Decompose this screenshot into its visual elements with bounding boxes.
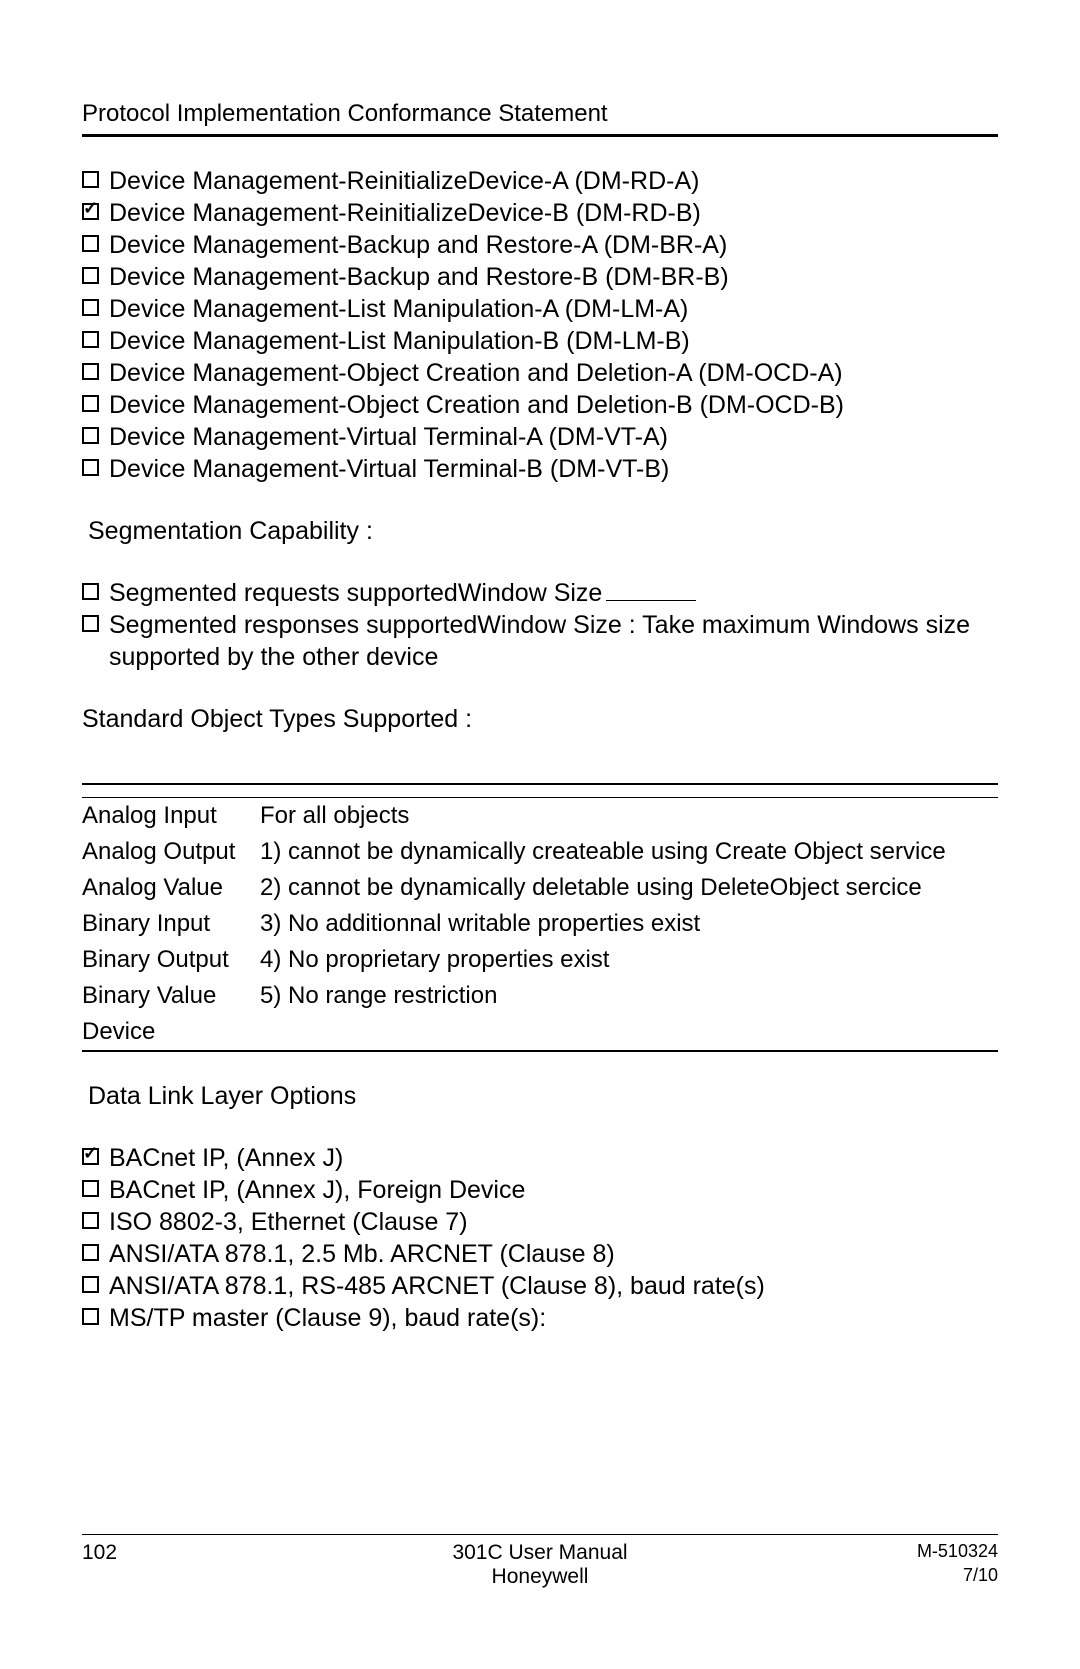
- list-item: Device Management-List Manipulation-A (D…: [82, 293, 998, 325]
- document-page: Protocol Implementation Conformance Stat…: [0, 0, 1080, 1669]
- checkbox-icon: [82, 395, 99, 412]
- checkbox-icon: [82, 459, 99, 476]
- object-types-table: Analog InputFor all objects Analog Outpu…: [82, 783, 998, 1052]
- list-item-label: Device Management-Object Creation and De…: [109, 357, 843, 389]
- footer-center-1: 301C User Manual: [202, 1541, 878, 1565]
- dll-heading: Data Link Layer Options: [88, 1080, 998, 1112]
- list-item-label: ISO 8802-3, Ethernet (Clause 7): [109, 1206, 468, 1238]
- list-item: BACnet IP, (Annex J): [82, 1142, 998, 1174]
- segmentation-heading: Segmentation Capability :: [88, 515, 998, 547]
- checkbox-icon: [82, 171, 99, 188]
- list-item: MS/TP master (Clause 9), baud rate(s):: [82, 1302, 998, 1334]
- list-item-label: Device Management-ReinitializeDevice-B (…: [109, 197, 701, 229]
- list-item-label: Device Management-Backup and Restore-B (…: [109, 261, 729, 293]
- checkbox-icon: [82, 583, 99, 600]
- list-item-label: Device Management-List Manipulation-B (D…: [109, 325, 690, 357]
- list-item-label: MS/TP master (Clause 9), baud rate(s):: [109, 1302, 546, 1334]
- table-cell: 5) No range restriction: [260, 978, 998, 1014]
- table-row: Analog InputFor all objects: [82, 798, 998, 834]
- dll-checkbox-list: BACnet IP, (Annex J) BACnet IP, (Annex J…: [82, 1142, 998, 1334]
- checkbox-icon: [82, 363, 99, 380]
- table-row: Analog Value2) cannot be dynamically del…: [82, 870, 998, 906]
- table-cell: For all objects: [260, 798, 998, 834]
- list-item-label: Segmented requests supportedWindow Size: [109, 577, 696, 609]
- checkbox-icon: [82, 1212, 99, 1229]
- list-item: Device Management-List Manipulation-B (D…: [82, 325, 998, 357]
- checkbox-icon: [82, 1180, 99, 1197]
- footer-right-2: 7/10: [878, 1565, 998, 1589]
- list-item-label: Device Management-Object Creation and De…: [109, 389, 844, 421]
- list-item: ANSI/ATA 878.1, RS-485 ARCNET (Clause 8)…: [82, 1270, 998, 1302]
- list-item-label: ANSI/ATA 878.1, RS-485 ARCNET (Clause 8)…: [109, 1270, 765, 1302]
- table-row: Binary Output4) No proprietary propertie…: [82, 942, 998, 978]
- list-item-label: Device Management-Virtual Terminal-B (DM…: [109, 453, 669, 485]
- checkbox-icon: [82, 203, 99, 220]
- checkbox-icon: [82, 1148, 99, 1165]
- table-cell: [260, 1014, 998, 1051]
- list-item: Device Management-Backup and Restore-A (…: [82, 229, 998, 261]
- list-item-label: Segmented responses supportedWindow Size…: [109, 609, 998, 673]
- table-cell: Binary Output: [82, 942, 260, 978]
- table-row: Device: [82, 1014, 998, 1051]
- checkbox-icon: [82, 267, 99, 284]
- blank-line: [606, 600, 696, 601]
- page-title: Protocol Implementation Conformance Stat…: [82, 100, 998, 137]
- list-item: Segmented requests supportedWindow Size: [82, 577, 998, 609]
- footer-center-2: Honeywell: [202, 1565, 878, 1589]
- list-item-label: Device Management-ReinitializeDevice-A (…: [109, 165, 699, 197]
- footer-page-number: 102: [82, 1541, 202, 1565]
- segmentation-list: Segmented requests supportedWindow Size …: [82, 577, 998, 673]
- checkbox-icon: [82, 615, 99, 632]
- table-row: Binary Value5) No range restriction: [82, 978, 998, 1014]
- checkbox-icon: [82, 1276, 99, 1293]
- list-item: Device Management-Backup and Restore-B (…: [82, 261, 998, 293]
- list-item-label: BACnet IP, (Annex J), Foreign Device: [109, 1174, 525, 1206]
- list-item-label: Device Management-Virtual Terminal-A (DM…: [109, 421, 668, 453]
- list-item: Device Management-Object Creation and De…: [82, 357, 998, 389]
- list-item-label: BACnet IP, (Annex J): [109, 1142, 343, 1174]
- table-cell: Analog Input: [82, 798, 260, 834]
- checkbox-icon: [82, 299, 99, 316]
- list-item-label: ANSI/ATA 878.1, 2.5 Mb. ARCNET (Clause 8…: [109, 1238, 615, 1270]
- table-cell: Device: [82, 1014, 260, 1051]
- std-obj-heading: Standard Object Types Supported :: [82, 703, 998, 735]
- list-item: Device Management-Virtual Terminal-A (DM…: [82, 421, 998, 453]
- table-row: Analog Output1) cannot be dynamically cr…: [82, 834, 998, 870]
- checkbox-icon: [82, 235, 99, 252]
- table-cell: 4) No proprietary properties exist: [260, 942, 998, 978]
- dm-checkbox-list: Device Management-ReinitializeDevice-A (…: [82, 165, 998, 485]
- list-item: Device Management-Object Creation and De…: [82, 389, 998, 421]
- table-cell: Analog Value: [82, 870, 260, 906]
- table-cell: Analog Output: [82, 834, 260, 870]
- checkbox-icon: [82, 331, 99, 348]
- list-item: Segmented responses supportedWindow Size…: [82, 609, 998, 673]
- list-item: Device Management-ReinitializeDevice-A (…: [82, 165, 998, 197]
- list-item: ISO 8802-3, Ethernet (Clause 7): [82, 1206, 998, 1238]
- page-footer: 102 301C User Manual M-510324 Honeywell …: [82, 1534, 998, 1589]
- table-row: Binary Input3) No additionnal writable p…: [82, 906, 998, 942]
- list-item-label: Device Management-Backup and Restore-A (…: [109, 229, 727, 261]
- checkbox-icon: [82, 1244, 99, 1261]
- list-item: ANSI/ATA 878.1, 2.5 Mb. ARCNET (Clause 8…: [82, 1238, 998, 1270]
- checkbox-icon: [82, 427, 99, 444]
- list-item: Device Management-ReinitializeDevice-B (…: [82, 197, 998, 229]
- list-item: BACnet IP, (Annex J), Foreign Device: [82, 1174, 998, 1206]
- footer-right-1: M-510324: [878, 1541, 998, 1565]
- table-cell: 3) No additionnal writable properties ex…: [260, 906, 998, 942]
- table-cell: 1) cannot be dynamically createable usin…: [260, 834, 998, 870]
- list-item: Device Management-Virtual Terminal-B (DM…: [82, 453, 998, 485]
- table-cell: Binary Input: [82, 906, 260, 942]
- checkbox-icon: [82, 1308, 99, 1325]
- table-cell: Binary Value: [82, 978, 260, 1014]
- table-cell: 2) cannot be dynamically deletable using…: [260, 870, 998, 906]
- list-item-label: Device Management-List Manipulation-A (D…: [109, 293, 688, 325]
